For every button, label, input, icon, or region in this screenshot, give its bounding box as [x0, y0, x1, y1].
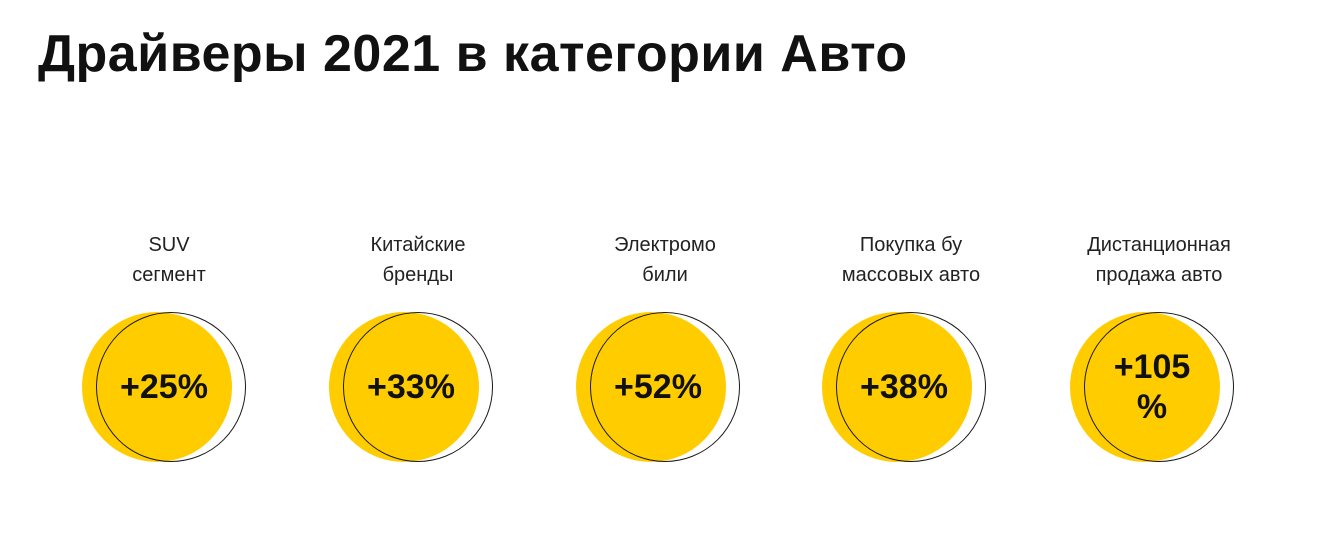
- growth-value-line: +105: [1113, 348, 1191, 386]
- driver-card-electric-cars: Электромо били +52%: [540, 230, 790, 490]
- badge-outline-ring: [590, 312, 740, 462]
- driver-label-line: Электромо: [614, 234, 716, 256]
- driver-label-line: били: [642, 264, 688, 286]
- growth-badge: +105 %: [1070, 312, 1240, 482]
- driver-card-remote-car-sales: Дистанционная продажа авто +105 %: [1034, 230, 1284, 490]
- driver-label: SUV сегмент: [44, 230, 294, 290]
- driver-label-line: массовых авто: [841, 264, 981, 286]
- badge-outline-ring: [836, 312, 986, 462]
- driver-label-line: бренды: [382, 264, 454, 286]
- badge-outline-ring: [343, 312, 493, 462]
- driver-card-suv: SUV сегмент +25%: [44, 230, 294, 490]
- driver-label-line: SUV: [148, 234, 190, 256]
- driver-card-chinese-brands: Китайские бренды +33%: [293, 230, 543, 490]
- driver-label-line: сегмент: [132, 264, 206, 286]
- growth-badge: +25%: [82, 312, 252, 482]
- badge-outline-ring: [1084, 312, 1234, 462]
- growth-value-line: %: [1136, 388, 1168, 426]
- badge-outline-ring: [96, 312, 246, 462]
- driver-label-line: продажа авто: [1095, 264, 1223, 286]
- growth-value: +105 %: [1070, 312, 1234, 462]
- growth-value: +33%: [367, 368, 455, 406]
- driver-label-line: Дистанционная: [1087, 234, 1231, 256]
- growth-value: +52%: [614, 368, 702, 406]
- driver-card-used-mass-cars: Покупка бу массовых авто +38%: [786, 230, 1036, 490]
- driver-label: Китайские бренды: [293, 230, 543, 290]
- growth-value: +38%: [860, 368, 948, 406]
- driver-label: Дистанционная продажа авто: [1034, 230, 1284, 290]
- driver-label-line: Китайские: [370, 234, 466, 256]
- driver-label: Покупка бу массовых авто: [786, 230, 1036, 290]
- page-title: Драйверы 2021 в категории Авто: [38, 25, 908, 83]
- growth-badge: +33%: [329, 312, 499, 482]
- growth-value: +25%: [120, 368, 208, 406]
- growth-badge: +52%: [576, 312, 746, 482]
- driver-label: Электромо били: [540, 230, 790, 290]
- growth-badge: +38%: [822, 312, 992, 482]
- driver-label-line: Покупка бу: [859, 234, 963, 256]
